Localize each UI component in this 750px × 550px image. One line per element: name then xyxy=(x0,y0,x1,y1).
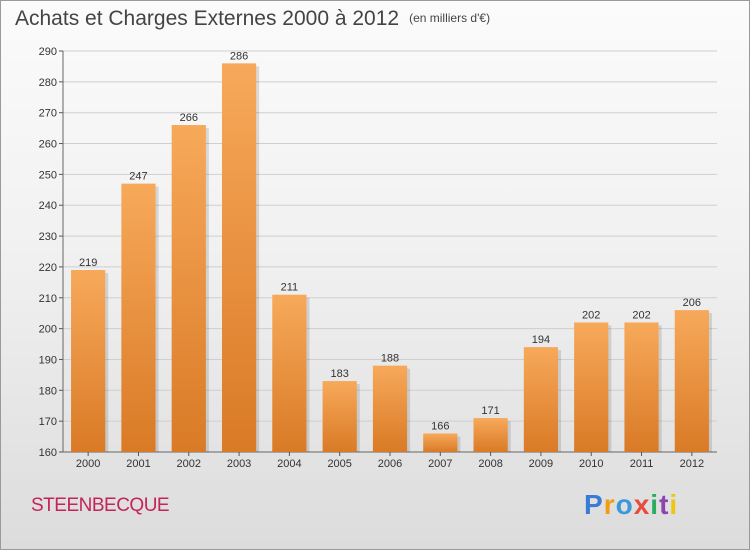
logo-letter: r xyxy=(603,489,616,520)
bar xyxy=(272,294,307,452)
y-tick-label: 160 xyxy=(39,447,57,459)
data-label: 183 xyxy=(331,368,349,380)
y-tick-label: 260 xyxy=(39,139,57,151)
x-tick-label: 2012 xyxy=(680,458,704,470)
y-tick-label: 220 xyxy=(39,262,57,274)
bar xyxy=(624,322,659,452)
data-label: 171 xyxy=(481,405,499,417)
y-tick-label: 200 xyxy=(39,324,57,336)
logo-letter: t xyxy=(659,489,670,520)
x-tick-label: 2010 xyxy=(579,458,603,470)
x-tick-label: 2011 xyxy=(630,458,654,470)
y-tick-label: 280 xyxy=(39,77,57,89)
bar xyxy=(71,270,106,452)
data-label: 202 xyxy=(582,309,600,321)
bar xyxy=(574,322,609,452)
bar xyxy=(473,418,508,452)
x-tick-label: 2002 xyxy=(177,458,201,470)
data-label: 206 xyxy=(683,297,701,309)
x-tick-label: 2006 xyxy=(378,458,402,470)
chart-title: Achats et Charges Externes 2000 à 2012 (e… xyxy=(15,7,490,31)
chart-unit: (en milliers d'€) xyxy=(409,11,491,25)
x-tick-label: 2007 xyxy=(428,458,452,470)
x-tick-label: 2003 xyxy=(227,458,251,470)
data-label: 188 xyxy=(381,353,399,365)
y-tick-label: 230 xyxy=(39,231,57,243)
commune-name: STEENBECQUE xyxy=(31,495,170,516)
x-tick-label: 2004 xyxy=(277,458,301,470)
data-label: 194 xyxy=(532,334,550,346)
logo-letter: x xyxy=(633,489,651,520)
x-tick-label: 2009 xyxy=(529,458,553,470)
y-tick-label: 240 xyxy=(39,200,57,212)
y-tick-label: 190 xyxy=(39,354,57,366)
logo-letter: o xyxy=(615,489,634,520)
x-tick-label: 2008 xyxy=(478,458,502,470)
proxiti-logo: Proxiti xyxy=(584,489,678,521)
bar xyxy=(121,183,156,452)
bar xyxy=(423,433,458,452)
x-tick-label: 2005 xyxy=(327,458,351,470)
y-tick-label: 180 xyxy=(39,385,57,397)
logo-letter: i xyxy=(669,489,679,520)
bars xyxy=(71,63,712,453)
data-label: 286 xyxy=(230,50,248,62)
bar xyxy=(221,63,257,452)
chart-title-text: Achats et Charges Externes 2000 à 2012 xyxy=(15,7,400,30)
logo-letter: P xyxy=(584,489,604,520)
x-tick-label: 2000 xyxy=(76,458,100,470)
y-tick-label: 210 xyxy=(39,293,57,305)
bar xyxy=(322,381,357,452)
data-label: 247 xyxy=(129,171,147,183)
bar xyxy=(674,310,709,452)
bar xyxy=(171,125,206,453)
y-tick-label: 290 xyxy=(39,46,57,58)
bar xyxy=(523,347,559,452)
y-tick-label: 170 xyxy=(39,416,57,428)
labels: 160 170 180 190 200 210 220 230 240 250 260 270 280 2… xyxy=(39,46,704,470)
data-label: 266 xyxy=(180,112,198,124)
data-label: 219 xyxy=(79,257,97,269)
data-label: 211 xyxy=(281,282,299,294)
bar xyxy=(372,365,408,452)
data-label: 166 xyxy=(431,420,449,432)
y-tick-label: 250 xyxy=(39,169,57,181)
logo-letter: i xyxy=(650,489,660,520)
y-tick-label: 270 xyxy=(39,108,57,120)
x-tick-label: 2001 xyxy=(126,458,150,470)
data-label: 202 xyxy=(632,309,650,321)
